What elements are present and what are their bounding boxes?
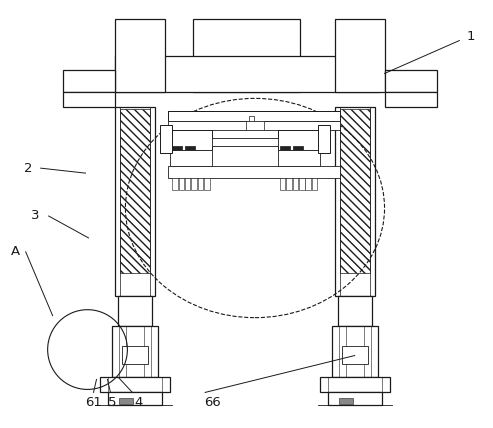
Bar (312, 178, 317, 190)
Bar (118, 296, 152, 326)
Bar (340, 109, 370, 273)
Text: A: A (11, 245, 20, 259)
Bar (299, 166, 305, 178)
Bar (293, 146, 303, 156)
Bar (160, 125, 172, 153)
Bar (246, 121, 264, 130)
Bar (170, 150, 212, 166)
Text: 66: 66 (204, 396, 220, 409)
Bar (335, 19, 385, 92)
Bar (112, 326, 158, 377)
Bar (328, 392, 382, 405)
Bar (338, 296, 372, 326)
Bar (63, 71, 115, 92)
Bar (280, 146, 290, 156)
Bar (168, 166, 340, 178)
Bar (320, 377, 389, 392)
Bar (120, 109, 150, 273)
Bar (178, 166, 184, 178)
Bar (170, 130, 212, 150)
Bar (115, 19, 165, 92)
Bar (286, 166, 292, 178)
Text: 61: 61 (85, 396, 102, 409)
Bar (191, 178, 197, 190)
Bar (172, 146, 182, 156)
Bar (122, 345, 148, 363)
Bar (286, 178, 292, 190)
Bar (172, 166, 177, 178)
Bar (278, 130, 320, 150)
Text: 5: 5 (108, 396, 117, 409)
Bar (305, 166, 311, 178)
Bar (185, 178, 190, 190)
Bar (342, 345, 368, 363)
Bar (249, 116, 254, 121)
Text: 4: 4 (134, 396, 142, 409)
Bar (312, 166, 317, 178)
Bar (293, 166, 298, 178)
Bar (339, 398, 352, 404)
Bar (278, 150, 320, 166)
Bar (115, 56, 380, 92)
Bar (168, 111, 340, 121)
Bar (191, 166, 197, 178)
Bar (212, 138, 278, 146)
Bar (318, 125, 330, 153)
Bar (168, 121, 340, 130)
Bar (280, 166, 285, 178)
Bar (332, 326, 378, 377)
Bar (305, 178, 311, 190)
Bar (198, 178, 203, 190)
Bar (335, 107, 375, 296)
Bar (178, 178, 184, 190)
Bar (385, 71, 437, 92)
Bar (108, 392, 162, 405)
Bar (63, 92, 115, 107)
Bar (185, 146, 195, 156)
Bar (185, 166, 190, 178)
Bar (115, 107, 155, 296)
Text: 3: 3 (32, 209, 40, 223)
Bar (119, 398, 134, 404)
Text: 1: 1 (467, 30, 476, 43)
Text: 2: 2 (25, 162, 33, 175)
Bar (172, 178, 177, 190)
Bar (299, 178, 305, 190)
Bar (385, 92, 437, 107)
Bar (198, 166, 203, 178)
Bar (280, 178, 285, 190)
Bar (293, 178, 298, 190)
Bar (204, 166, 210, 178)
Bar (101, 377, 170, 392)
Bar (204, 178, 210, 190)
Bar (193, 19, 300, 92)
